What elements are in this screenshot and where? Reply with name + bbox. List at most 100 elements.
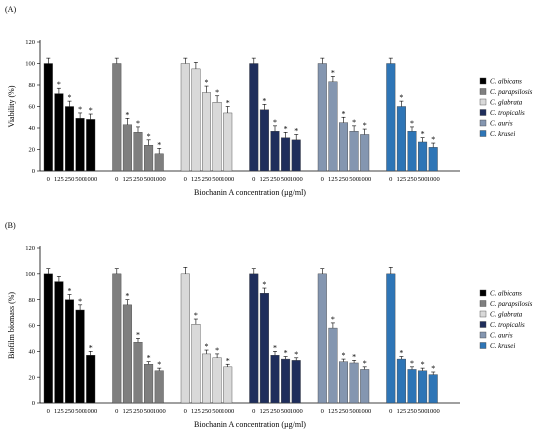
bar: [260, 110, 269, 171]
x-tick-label: 250: [202, 408, 212, 415]
significance-marker: *: [147, 132, 151, 141]
legend-swatch: [480, 131, 486, 137]
y-tick-label: 100: [25, 271, 35, 278]
bar: [429, 375, 438, 403]
x-tick-label: 250: [65, 408, 75, 415]
legend-swatch: [480, 290, 486, 296]
bar: [202, 93, 211, 171]
bar: [76, 310, 85, 403]
significance-marker: *: [294, 350, 298, 359]
bar: [360, 134, 369, 171]
legend-swatch: [480, 99, 486, 105]
bar: [44, 274, 53, 403]
bar: [155, 371, 164, 403]
significance-marker: *: [262, 96, 266, 105]
significance-marker: *: [352, 352, 356, 361]
x-tick-label: 0: [389, 408, 392, 415]
legend-label: C. krusei: [490, 130, 515, 138]
significance-marker: *: [421, 130, 425, 139]
significance-marker: *: [363, 121, 367, 130]
bar: [329, 82, 338, 171]
x-axis-label: Biochanin A concentration (µg/ml): [194, 420, 306, 429]
bar: [65, 107, 74, 172]
y-tick-label: 120: [25, 39, 35, 46]
x-tick-label: 1000: [153, 176, 166, 183]
y-tick-label: 80: [29, 82, 36, 89]
bar: [329, 328, 338, 403]
bar: [65, 300, 74, 403]
legend-swatch: [480, 322, 486, 328]
x-tick-label: 0: [389, 176, 392, 183]
x-tick-label: 125: [191, 176, 201, 183]
significance-marker: *: [410, 119, 414, 128]
legend-swatch: [480, 301, 486, 307]
x-tick-label: 250: [339, 408, 349, 415]
significance-marker: *: [431, 364, 435, 373]
y-axis-label: Biofilm biomass (%): [7, 292, 16, 359]
bar: [387, 64, 396, 172]
bar: [250, 274, 259, 403]
significance-marker: *: [57, 80, 61, 89]
y-tick-label: 120: [25, 245, 35, 252]
x-tick-label: 125: [123, 176, 133, 183]
y-tick-label: 60: [29, 104, 36, 111]
legend-label: C. glabrata: [490, 311, 523, 319]
x-tick-label: 1000: [221, 408, 234, 415]
bar: [260, 293, 269, 403]
bar: [134, 342, 143, 403]
x-tick-label: 0: [115, 408, 118, 415]
x-tick-label: 250: [407, 408, 417, 415]
x-tick-label: 125: [260, 408, 270, 415]
bar: [181, 274, 190, 403]
y-tick-label: 80: [29, 297, 36, 304]
x-tick-label: 0: [115, 176, 118, 183]
x-tick-label: 0: [252, 408, 255, 415]
legend-swatch: [480, 89, 486, 95]
bar: [113, 274, 122, 403]
x-tick-label: 125: [328, 176, 338, 183]
bar: [281, 359, 290, 403]
legend-swatch: [480, 311, 486, 317]
bar: [387, 274, 396, 403]
y-axis-label: Viability (%): [7, 85, 16, 127]
bar: [292, 140, 301, 171]
significance-marker: *: [363, 359, 367, 368]
bar: [271, 355, 280, 403]
legend-label: C. parapsilosis: [490, 88, 533, 96]
y-tick-label: 0: [32, 400, 35, 407]
significance-marker: *: [205, 342, 209, 351]
significance-marker: *: [294, 126, 298, 135]
x-tick-label: 0: [47, 176, 50, 183]
bar: [213, 102, 222, 171]
x-tick-label: 1000: [427, 408, 440, 415]
bar: [350, 131, 359, 171]
x-tick-label: 125: [260, 176, 270, 183]
bar: [292, 360, 301, 403]
significance-marker: *: [68, 287, 72, 296]
bar: [418, 371, 427, 403]
bar: [192, 69, 201, 171]
bar: [339, 362, 348, 403]
x-tick-label: 1000: [427, 176, 440, 183]
x-tick-label: 1000: [358, 176, 371, 183]
x-tick-label: 1000: [221, 176, 234, 183]
x-tick-label: 1000: [84, 176, 97, 183]
significance-marker: *: [125, 292, 129, 301]
legend-label: C. albicans: [490, 290, 522, 298]
significance-marker: *: [273, 118, 277, 127]
bar: [418, 142, 427, 171]
x-tick-label: 0: [321, 176, 324, 183]
bar: [318, 274, 327, 403]
bar: [44, 64, 53, 172]
significance-marker: *: [194, 311, 198, 320]
significance-marker: *: [421, 360, 425, 369]
bar: [250, 64, 259, 172]
x-tick-label: 125: [54, 176, 64, 183]
bar: [350, 363, 359, 403]
significance-marker: *: [399, 93, 403, 102]
legend-label: C. tropicalis: [490, 321, 525, 329]
bar: [144, 145, 153, 171]
legend-swatch: [480, 78, 486, 84]
significance-marker: *: [331, 68, 335, 77]
